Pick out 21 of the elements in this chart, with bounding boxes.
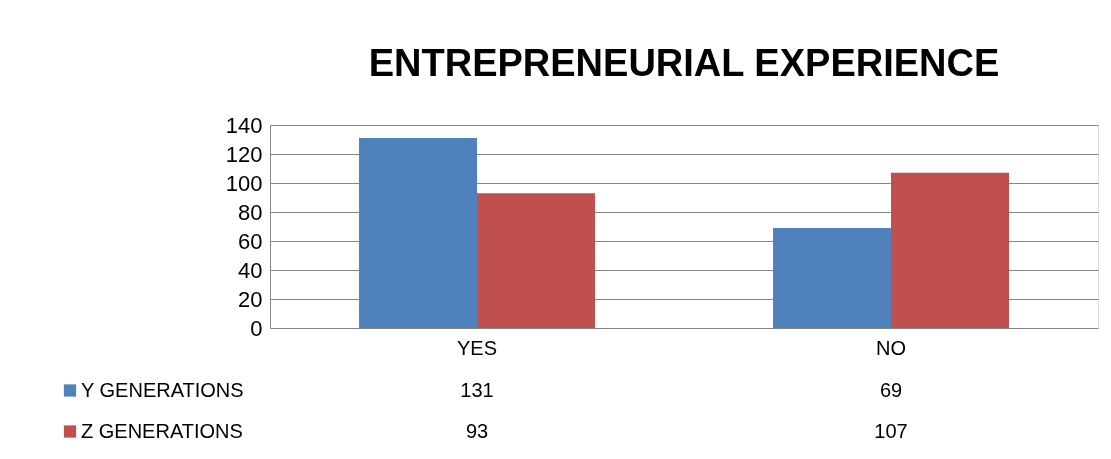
y-tick-label: 80: [238, 199, 263, 225]
y-tick-label: 0: [250, 315, 263, 341]
y-tick-label: 100: [225, 170, 263, 196]
data-label: 69: [879, 378, 903, 401]
data-label: 131: [460, 378, 494, 401]
x-tick-label: YES: [456, 337, 498, 359]
legend-label: Y GENERATIONS: [81, 378, 244, 401]
bar: [477, 193, 595, 328]
y-tick-label: 40: [238, 257, 263, 283]
bar: [773, 227, 891, 328]
y-tick-label: 60: [238, 228, 263, 254]
bar: [891, 172, 1009, 328]
y-tick-label: 140: [225, 112, 263, 138]
data-label: 93: [465, 419, 489, 442]
x-tick-label: NO: [876, 337, 906, 359]
chart-title: ENTREPRENEURIAL EXPERIENCE: [368, 42, 1000, 84]
legend-label: Z GENERATIONS: [81, 419, 243, 442]
bar: [359, 138, 477, 328]
y-tick-label: 20: [238, 286, 263, 312]
y-tick-label: 120: [225, 141, 263, 167]
data-label: 107: [874, 419, 908, 442]
